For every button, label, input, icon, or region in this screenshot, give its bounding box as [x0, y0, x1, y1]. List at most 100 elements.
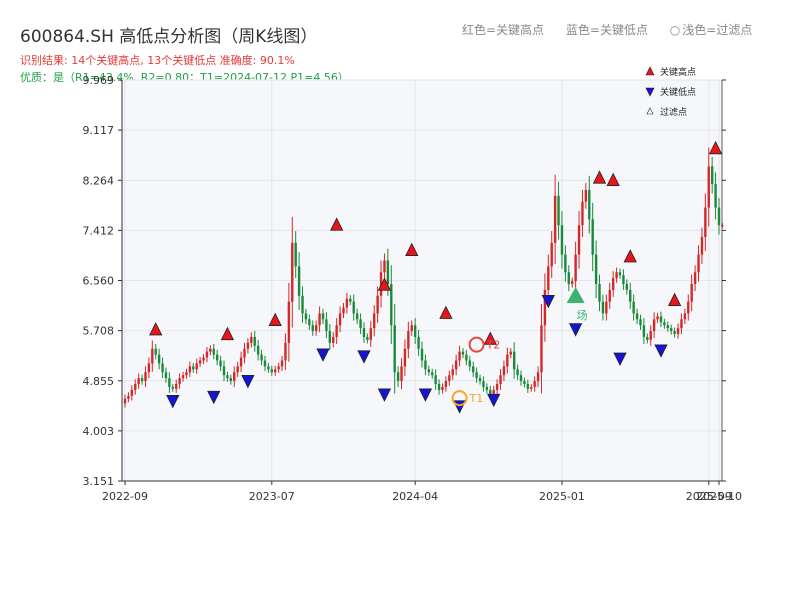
candle-body: [683, 313, 687, 320]
candle-body: [161, 363, 164, 373]
candle-body: [229, 378, 233, 382]
candle-body: [499, 375, 502, 385]
candle-body: [256, 345, 260, 355]
candle-body: [195, 363, 198, 370]
y-tick-label: 9.969: [83, 74, 115, 87]
candle-body: [639, 319, 642, 326]
candle-body: [297, 266, 301, 296]
candle-body: [284, 342, 287, 361]
candle-body: [212, 348, 215, 355]
candle-body: [154, 348, 157, 355]
candle-body: [332, 336, 335, 343]
candle-body: [383, 260, 386, 273]
entry-label: 场: [577, 308, 588, 322]
candle-body: [291, 242, 294, 302]
key-high-marker: [483, 331, 497, 345]
key-low-marker: [613, 352, 627, 366]
candle-body: [134, 384, 137, 390]
legend-high-icon: [645, 66, 655, 76]
x-tick-label: 2023-07: [249, 490, 295, 503]
key-low-marker: [357, 350, 371, 364]
candle-body: [700, 236, 704, 255]
candle-body: [454, 360, 458, 370]
y-tick-label: 5.708: [83, 325, 115, 338]
legend-filtered-icon: [646, 107, 654, 115]
key-high-marker: [268, 312, 282, 326]
candle-body: [704, 207, 707, 237]
candle-body: [629, 289, 632, 302]
candle-body: [523, 381, 526, 385]
candle-body: [601, 301, 605, 314]
candle-body: [530, 386, 533, 389]
key-high-marker: [330, 217, 344, 231]
y-tick-label: 8.264: [83, 174, 115, 187]
candle-body: [584, 189, 588, 202]
candle-body: [362, 328, 366, 337]
candle-body: [533, 381, 536, 387]
key-low-marker: [418, 388, 433, 402]
candle-body: [403, 348, 407, 367]
legend-label: 关键低点: [660, 86, 696, 98]
candle-body: [632, 301, 635, 314]
candle-body: [202, 357, 205, 361]
candle-body: [410, 325, 413, 332]
candle-body: [209, 348, 212, 352]
candle-body: [301, 295, 304, 314]
candle-body: [605, 301, 608, 314]
candle-body: [386, 260, 390, 285]
key-low-marker: [316, 348, 330, 362]
result-summary: 识别结果: 14个关键高点, 13个关键低点 准确度: 90.1%: [20, 54, 295, 67]
key-low-marker: [377, 388, 392, 402]
candle-body: [205, 351, 209, 358]
candle-body: [458, 351, 461, 361]
candle-body: [226, 375, 229, 379]
candle-body: [144, 372, 147, 382]
candle-body: [461, 351, 465, 355]
candle-body: [236, 366, 239, 373]
candle-body: [598, 284, 601, 302]
candle-body: [373, 313, 376, 329]
candle-body: [710, 166, 714, 185]
candle-body: [127, 395, 130, 399]
candle-body: [253, 336, 256, 346]
candle-body: [188, 366, 192, 373]
y-tick-label: 9.117: [83, 124, 115, 137]
candle-body: [222, 366, 226, 376]
candle-body: [147, 363, 151, 373]
candle-body: [359, 319, 362, 329]
candle-body: [485, 386, 489, 390]
candle-body: [243, 348, 246, 358]
candle-body: [325, 319, 328, 332]
candle-body: [198, 360, 202, 364]
candle-body: [581, 201, 584, 226]
candle-body: [137, 378, 140, 385]
candle-body: [516, 369, 519, 376]
candle-body: [437, 384, 441, 390]
x-tick-label: 2025-09: [686, 490, 732, 503]
candle-body: [687, 301, 690, 314]
candle-body: [239, 357, 243, 367]
key-high-marker: [708, 140, 723, 155]
key-high-marker: [667, 292, 682, 306]
candle-body: [625, 284, 629, 290]
candle-body: [475, 372, 478, 379]
candle-body: [287, 301, 291, 343]
candle-body: [571, 281, 574, 285]
candle-body: [472, 366, 475, 373]
key-low-marker: [207, 390, 221, 405]
candle-body: [427, 369, 431, 373]
candle-body: [407, 331, 410, 349]
candle-body: [175, 384, 178, 389]
candle-body: [502, 366, 506, 376]
candle-body: [157, 354, 161, 364]
candle-body: [318, 313, 321, 326]
candle-body: [424, 360, 427, 370]
candle-body: [311, 325, 314, 332]
candle-body: [489, 389, 492, 395]
candle-body: [547, 266, 550, 290]
candle-body: [680, 319, 683, 329]
candle-body: [482, 381, 485, 387]
candle-body: [335, 325, 338, 337]
key-high-marker: [405, 242, 419, 256]
